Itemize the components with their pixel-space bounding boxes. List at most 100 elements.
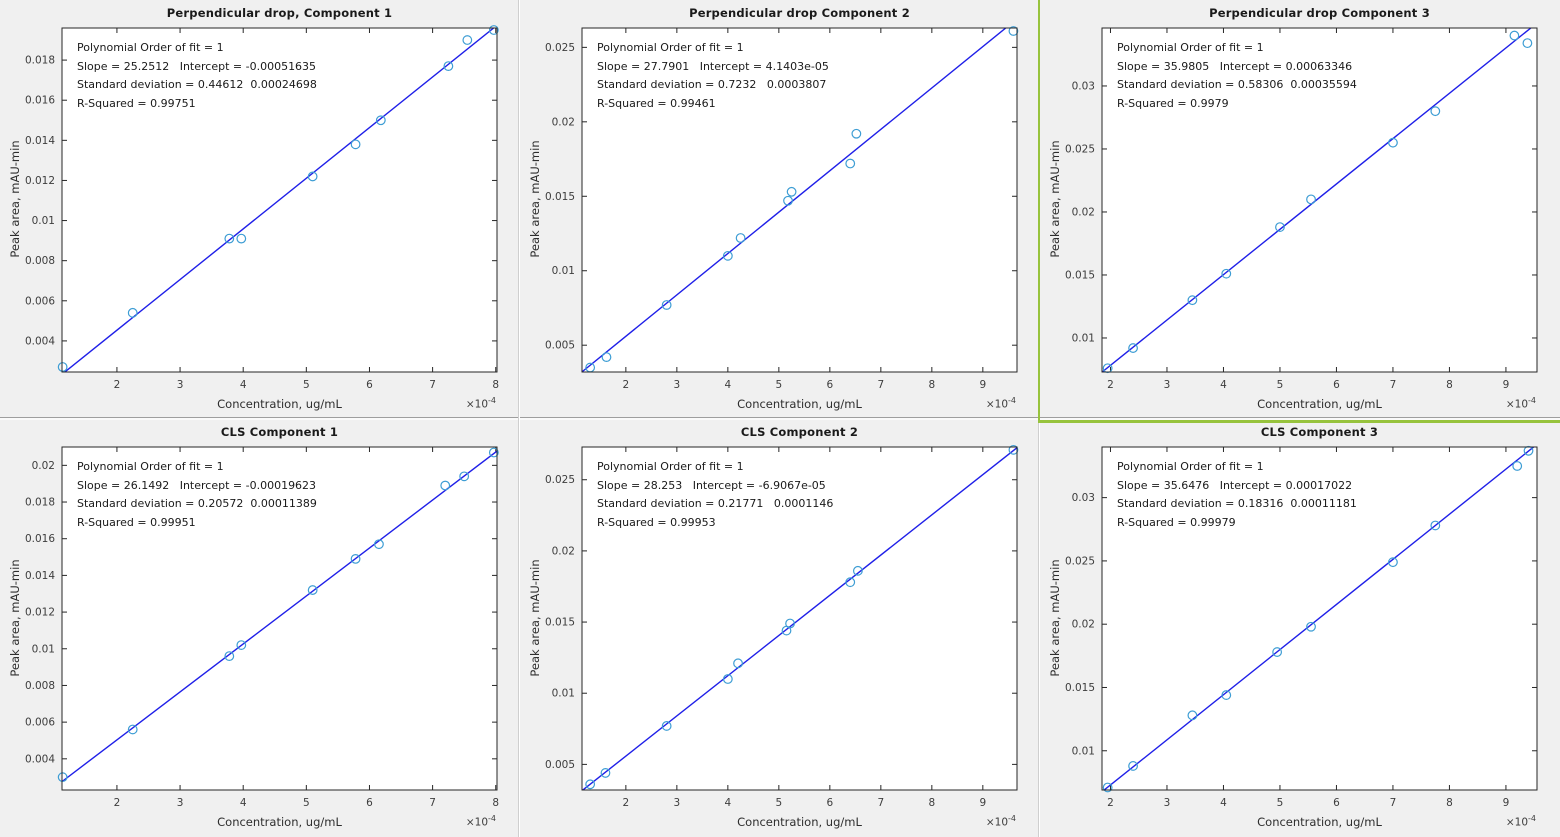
data-point-marker — [440, 480, 451, 491]
x-tick-label: 4 — [1220, 379, 1227, 391]
y-axis-label: Peak area, mAU-min — [1048, 559, 1062, 677]
stat-slope-intercept: Slope = 26.1492 Intercept = -0.00019623 — [77, 478, 317, 492]
data-point-marker — [1523, 445, 1534, 456]
x-tick-label: 7 — [1390, 379, 1397, 391]
data-point-marker — [462, 35, 473, 45]
data-point-marker — [786, 186, 797, 197]
x-axis-exponent: ×10-4 — [985, 395, 1016, 411]
fit-stats-annotation: Polynomial Order of fit = 1 Slope = 27.7… — [597, 39, 829, 113]
plot-panel-cls-component-1: 2 3 4 5 6 7 8 0.004 0.006 0.008 0.01 0.012 0.014 0.01… — [0, 419, 520, 837]
x-tick-label: 6 — [826, 379, 833, 391]
x-axis-exponent: ×10-4 — [1505, 395, 1536, 411]
y-tick-label: 0.012 — [25, 607, 55, 619]
data-point-marker — [661, 300, 672, 310]
plot-title: CLS Component 1 — [220, 425, 339, 439]
x-tick-label: 6 — [826, 797, 833, 809]
data-point-marker — [733, 658, 743, 669]
x-tick-label: 3 — [1164, 797, 1171, 809]
x-tick-label: 3 — [674, 797, 681, 809]
fit-stats-annotation: Polynomial Order of fit = 1 Slope = 28.2… — [597, 458, 833, 532]
x-tick-label: 7 — [877, 797, 884, 809]
data-point-marker — [1430, 520, 1441, 531]
stat-std-deviation: Standard deviation = 0.18316 0.00011181 — [1117, 497, 1357, 510]
y-tick-label: 0.018 — [25, 55, 55, 67]
calibration-chart-perp-2[interactable]: 2 3 4 5 6 7 8 9 0.005 0.01 0.015 0.02 0.025 — [520, 0, 1040, 419]
x-tick-label: 2 — [623, 379, 630, 391]
y-tick-label: 0.005 — [545, 759, 575, 771]
data-point-marker — [488, 25, 499, 35]
y-tick-label: 0.006 — [25, 295, 55, 307]
data-point-marker — [1102, 782, 1113, 793]
plot-title: Perpendicular drop Component 2 — [689, 6, 910, 20]
window-divider-horizontal — [0, 417, 1560, 418]
y-axis-label: Peak area, mAU-min — [8, 140, 22, 258]
x-axis-label: Concentration, ug/mL — [217, 815, 342, 829]
selection-highlight-bottom-border — [1038, 420, 1560, 423]
data-point-marker — [1512, 461, 1523, 471]
data-point-marker — [1522, 38, 1533, 49]
x-tick-label: 2 — [623, 797, 630, 809]
fit-line — [1103, 447, 1535, 790]
data-point-marker — [374, 539, 384, 550]
data-point-marker — [1187, 710, 1198, 721]
data-point-marker — [350, 553, 361, 564]
plot-title: CLS Component 2 — [740, 425, 859, 439]
data-point-marker — [1306, 194, 1316, 205]
fit-stats-annotation: Polynomial Order of fit = 1 Slope = 35.6… — [1117, 458, 1357, 532]
data-point-marker — [600, 768, 611, 778]
x-axis-label: Concentration, ug/mL — [737, 397, 862, 411]
calibration-chart-cls-1[interactable]: 2 3 4 5 6 7 8 0.004 0.006 0.008 0.01 0.012 0.014 0.01… — [0, 419, 520, 837]
y-axis-label: Peak area, mAU-min — [528, 140, 542, 258]
axes-border — [581, 446, 1018, 791]
x-tick-label: 2 — [114, 379, 121, 391]
fit-line — [1102, 28, 1532, 372]
plot-area[interactable] — [62, 447, 497, 790]
data-point-marker — [236, 640, 247, 650]
data-point-marker — [375, 115, 386, 126]
x-tick-label: 5 — [776, 379, 783, 391]
data-point-marker — [722, 250, 733, 261]
window-divider-vertical-1 — [518, 0, 519, 837]
plot-title: Perpendicular drop Component 3 — [1209, 6, 1430, 20]
stat-slope-intercept: Slope = 28.253 Intercept = -6.9067e-05 — [597, 478, 826, 492]
window-divider-horizontal-highlight — [0, 418, 1560, 420]
y-tick-label: 0.015 — [545, 191, 575, 203]
x-tick-label: 4 — [240, 797, 247, 809]
x-tick-label: 8 — [928, 797, 935, 809]
data-point-marker — [1272, 647, 1283, 657]
calibration-chart-cls-2[interactable]: 2 3 4 5 6 7 8 9 0.005 0.01 0.015 0.02 0.025 — [520, 419, 1040, 837]
axes-border — [1101, 446, 1538, 791]
data-point-marker — [307, 171, 318, 182]
x-tick-label: 5 — [776, 797, 783, 809]
calibration-chart-perp-1[interactable]: 2 3 4 5 6 7 8 0.004 0.006 0.008 0.01 0.012 0.014 0.01… — [0, 0, 520, 419]
y-tick-label: 0.012 — [25, 175, 55, 187]
plot-area[interactable] — [582, 28, 1017, 372]
y-tick-label: 0.014 — [25, 570, 55, 582]
data-point-marker — [852, 565, 863, 576]
fit-line — [63, 28, 495, 372]
stat-r-squared: R-Squared = 0.99461 — [597, 96, 716, 110]
y-tick-label: 0.015 — [1065, 269, 1095, 281]
data-point-marker — [1275, 222, 1285, 232]
y-tick-label: 0.025 — [1065, 143, 1095, 155]
data-point-marker — [585, 779, 596, 790]
plot-panel-perp-component-3: 2 3 4 5 6 7 8 9 0.01 0.015 0.02 0.025 0.03 Perpendic… — [1040, 0, 1560, 419]
x-tick-label: 4 — [725, 797, 732, 809]
y-tick-label: 0.025 — [1065, 555, 1095, 567]
data-point-marker — [127, 724, 138, 735]
stat-poly-order: Polynomial Order of fit = 1 — [1117, 41, 1264, 54]
y-tick-label: 0.01 — [32, 215, 55, 227]
stat-poly-order: Polynomial Order of fit = 1 — [1117, 460, 1264, 473]
calibration-chart-cls-3[interactable]: 2 3 4 5 6 7 8 9 0.01 0.015 0.02 0.025 0.03 — [1040, 419, 1560, 837]
data-point-marker — [488, 447, 499, 458]
x-tick-label: 8 — [928, 379, 935, 391]
data-point-marker — [1008, 444, 1019, 455]
calibration-chart-perp-3[interactable]: 2 3 4 5 6 7 8 9 0.01 0.015 0.02 0.025 0.03 — [1040, 0, 1560, 419]
data-point-marker — [1509, 30, 1520, 41]
data-point-marker — [1221, 268, 1232, 279]
x-tick-label: 6 — [1333, 797, 1340, 809]
x-tick-label: 3 — [674, 379, 681, 391]
window-divider-vertical-1-highlight — [519, 0, 520, 837]
x-tick-label: 5 — [1277, 379, 1284, 391]
